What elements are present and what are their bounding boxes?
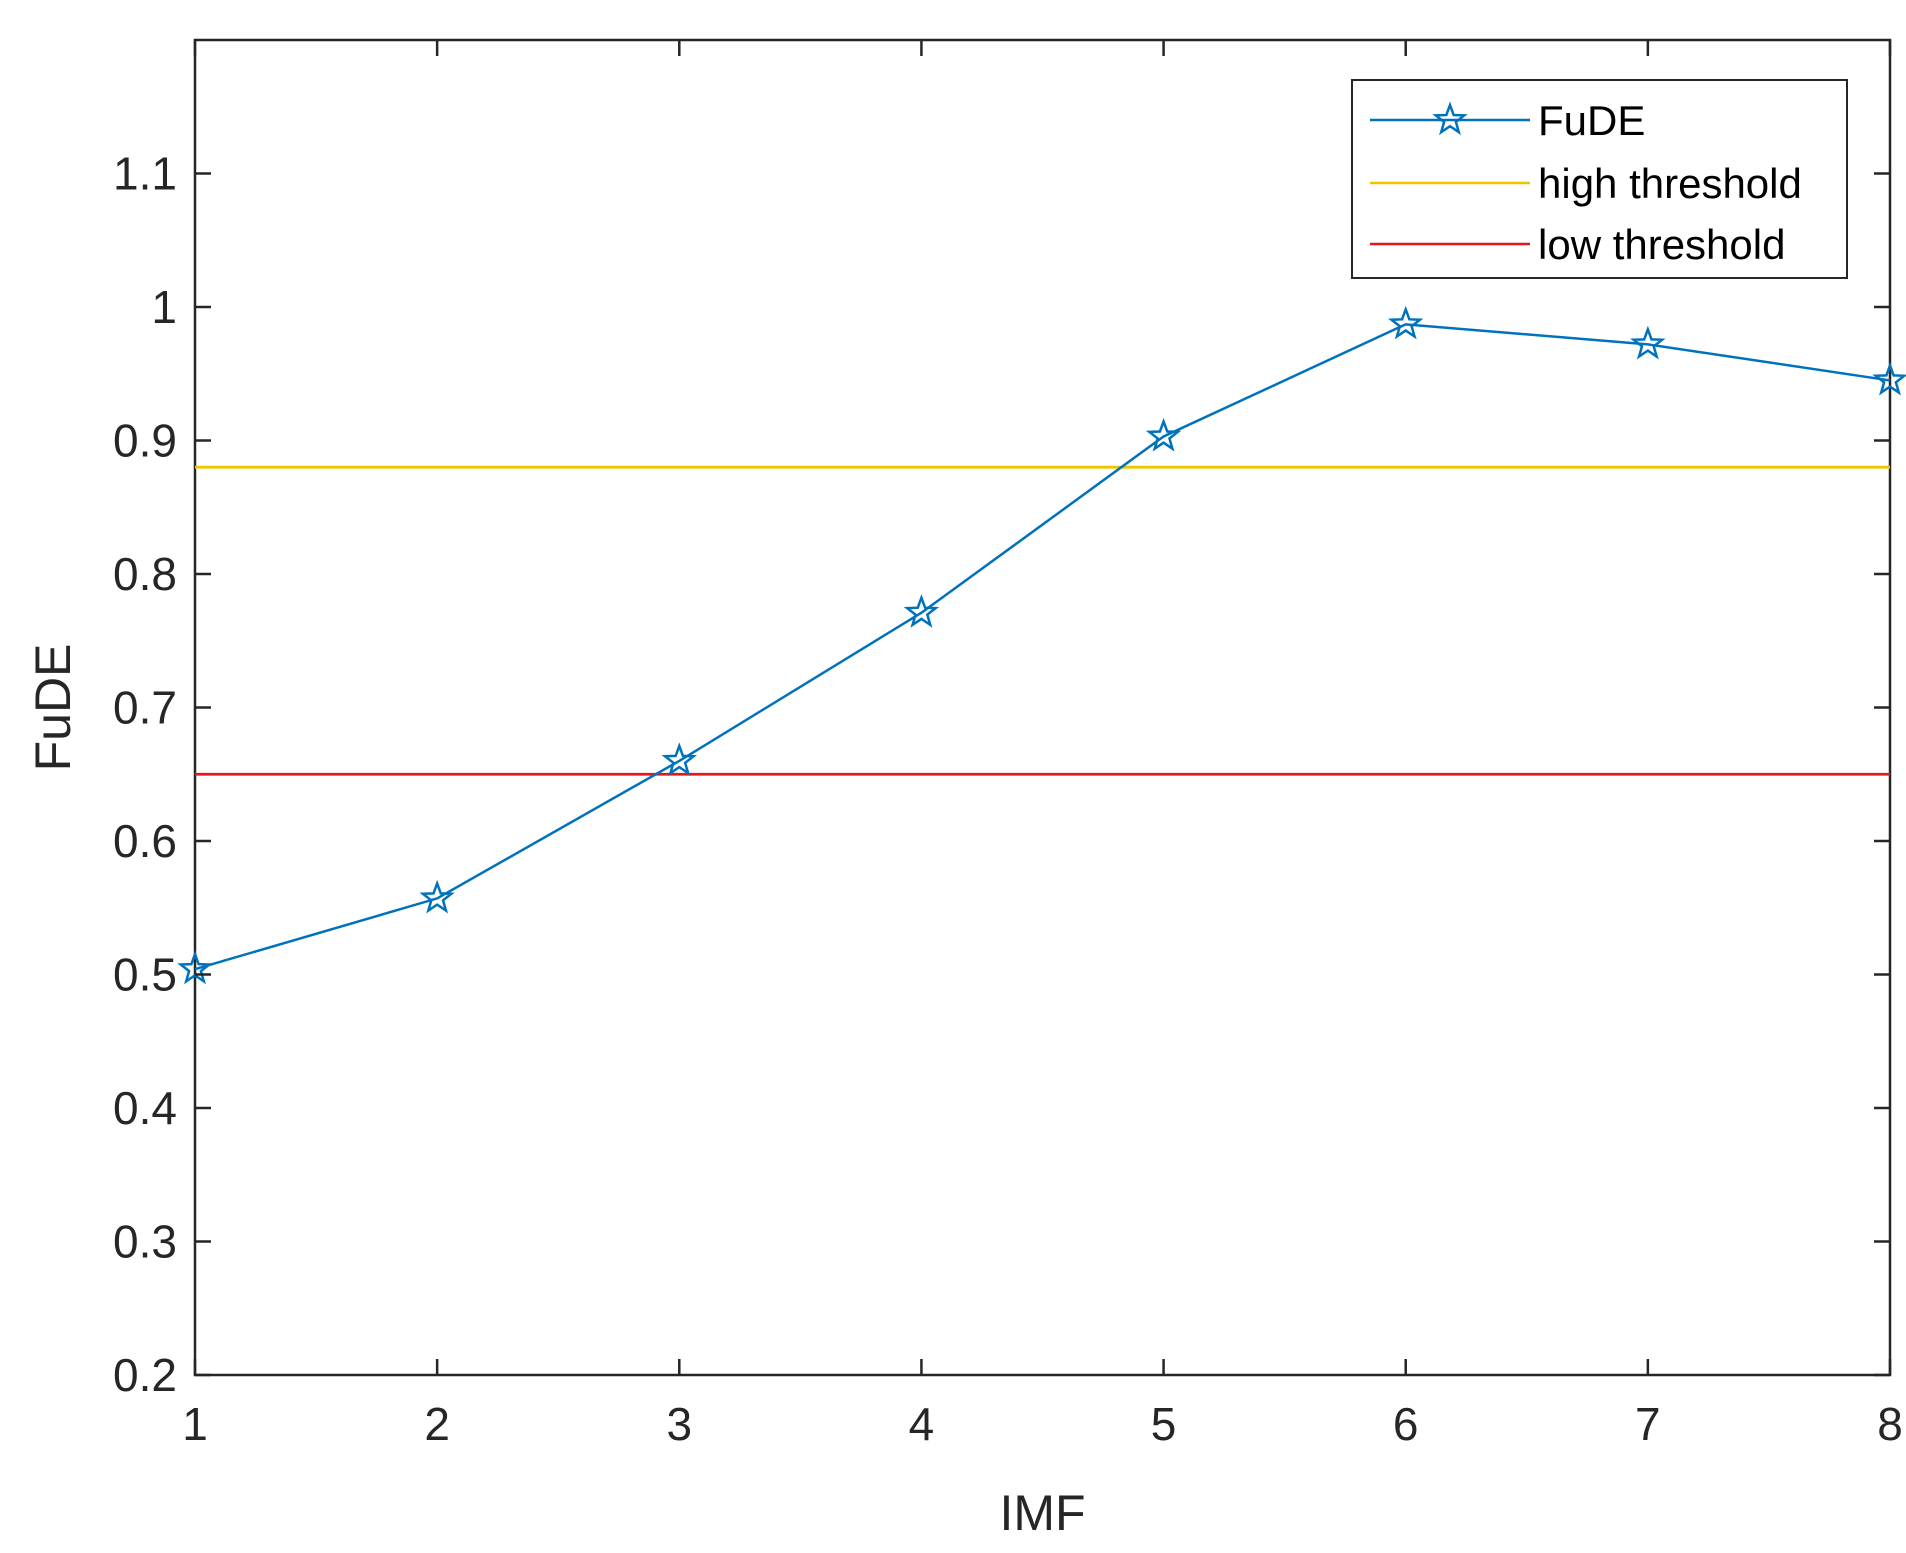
y-axis-label: FuDE [25, 644, 81, 772]
x-tick-label: 4 [909, 1398, 935, 1450]
x-tick-label: 7 [1635, 1398, 1661, 1450]
legend-label: low threshold [1538, 221, 1785, 268]
x-tick-label: 1 [182, 1398, 208, 1450]
y-tick-label: 0.5 [113, 949, 177, 1001]
star-icon [1145, 417, 1182, 452]
series-lines [194, 323, 1891, 971]
x-tick-label: 2 [424, 1398, 450, 1450]
star-icon [903, 594, 940, 628]
star-icon [1387, 305, 1424, 340]
y-tick-label: 0.2 [113, 1349, 177, 1401]
star-icon [1432, 101, 1468, 136]
x-axis-label: IMF [999, 1485, 1085, 1541]
x-tick-label: 8 [1877, 1398, 1903, 1450]
y-tick-label: 0.3 [113, 1216, 177, 1268]
y-tick-label: 0.6 [113, 815, 177, 867]
star-icon [1872, 361, 1906, 396]
x-tick-label: 5 [1151, 1398, 1177, 1450]
x-tick-label: 3 [666, 1398, 692, 1450]
legend: FuDE high threshold low threshold [1351, 79, 1848, 279]
series-line-fude [194, 323, 1891, 971]
y-tick-label: 0.8 [113, 548, 177, 600]
y-tick-label: 0.7 [113, 682, 177, 734]
y-tick-label: 0.9 [113, 415, 177, 467]
legend-label: FuDE [1538, 97, 1645, 144]
y-tick-label: 1.1 [113, 148, 177, 200]
series-markers [177, 305, 1906, 985]
star-icon [419, 879, 455, 914]
y-tick-label: 0.4 [113, 1082, 177, 1134]
star-icon [1630, 325, 1666, 360]
axis-ticks: 1 2 3 4 5 6 7 8 0.2 0.3 0.4 0.5 0.6 0.7 0.8 0.9 1 1.1 [113, 40, 1903, 1450]
y-tick-label: 1 [151, 281, 177, 333]
legend-label: high threshold [1538, 160, 1802, 207]
x-tick-label: 6 [1393, 1398, 1419, 1450]
star-icon [661, 742, 698, 776]
